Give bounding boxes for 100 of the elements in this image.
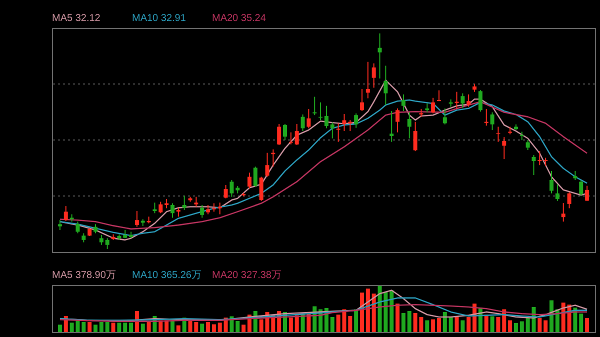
bar [123, 322, 128, 332]
bar [294, 315, 299, 332]
candlestick [324, 105, 328, 129]
candlestick [336, 122, 340, 142]
candlestick [218, 202, 222, 215]
candlestick [360, 88, 364, 112]
text: MA5 378.90万 [52, 270, 116, 281]
text: MA20 35.24 [212, 13, 266, 24]
bar [164, 320, 169, 332]
candlestick [561, 202, 566, 222]
candlestick [401, 94, 406, 112]
bar [129, 322, 134, 332]
bar [401, 312, 406, 332]
bar [330, 316, 334, 332]
candlestick [407, 112, 412, 139]
candlestick [550, 170, 554, 194]
candlestick [442, 108, 447, 125]
bar [242, 324, 246, 332]
bar [514, 322, 518, 332]
bar [496, 316, 500, 332]
candlestick [93, 224, 98, 234]
candlestick [99, 234, 104, 246]
bar [105, 322, 110, 332]
bar [146, 321, 151, 332]
bar [111, 322, 116, 332]
bar [436, 318, 441, 332]
candlestick [134, 210, 139, 228]
candlestick [330, 122, 334, 139]
candlestick [372, 62, 376, 88]
bar [366, 288, 370, 332]
bar [466, 316, 471, 332]
bar [200, 324, 204, 332]
text: MA20 327.38万 [212, 270, 282, 281]
bar [544, 320, 548, 332]
bar [460, 320, 465, 332]
candlestick [413, 121, 418, 152]
bar [99, 322, 104, 332]
bar [579, 314, 584, 332]
candlestick [58, 220, 62, 231]
bar [88, 322, 92, 332]
candlestick [526, 140, 530, 151]
candlestick [253, 166, 258, 188]
candlestick [378, 32, 382, 79]
candlestick [436, 90, 441, 102]
candlestick [390, 110, 394, 142]
candlestick [312, 96, 317, 116]
text: MA10 32.91 [132, 13, 186, 24]
bar [58, 324, 62, 332]
candlestick [555, 184, 560, 202]
candlestick [182, 195, 186, 210]
bar [396, 304, 400, 332]
candlestick [283, 123, 288, 141]
text: MA5 32.12 [52, 13, 101, 24]
candlestick [348, 120, 352, 132]
candlestick [64, 206, 68, 222]
bar [442, 312, 447, 332]
candlestick [384, 65, 388, 106]
candlestick [82, 232, 86, 243]
bar [218, 322, 222, 332]
candlestick [538, 150, 542, 166]
bar [140, 324, 145, 332]
bar [93, 324, 98, 332]
candlestick [532, 154, 536, 176]
candlestick [259, 176, 264, 202]
candlestick [158, 201, 163, 214]
candlestick [573, 170, 578, 180]
text: MA10 365.26万 [132, 270, 202, 281]
bar [176, 325, 180, 332]
candlestick [194, 196, 198, 208]
bar [288, 318, 293, 332]
candlestick [342, 114, 346, 132]
candlestick [366, 61, 370, 99]
candlestick [277, 123, 282, 146]
candlestick [478, 90, 482, 112]
candlestick [431, 97, 436, 114]
candlestick [490, 112, 494, 130]
candlestick [300, 114, 305, 132]
candlestick [354, 112, 358, 128]
candlestick [200, 204, 204, 218]
bar [490, 316, 494, 332]
bar [484, 314, 488, 332]
candlestick [460, 92, 465, 108]
candlestick [170, 202, 174, 218]
bar [82, 322, 86, 332]
candlestick [230, 179, 234, 198]
bar [348, 316, 352, 332]
candlestick [294, 123, 299, 146]
candlestick [396, 108, 400, 133]
candlestick [76, 221, 80, 234]
candlestick [265, 152, 270, 178]
bar [212, 324, 216, 332]
candlestick [105, 238, 110, 250]
candlestick [579, 180, 584, 196]
bar [520, 321, 524, 332]
bar [454, 316, 459, 332]
candlestick [585, 185, 590, 202]
candlestick [306, 108, 311, 129]
bar [508, 320, 512, 332]
candlestick [466, 94, 471, 108]
candlestick [247, 172, 252, 189]
